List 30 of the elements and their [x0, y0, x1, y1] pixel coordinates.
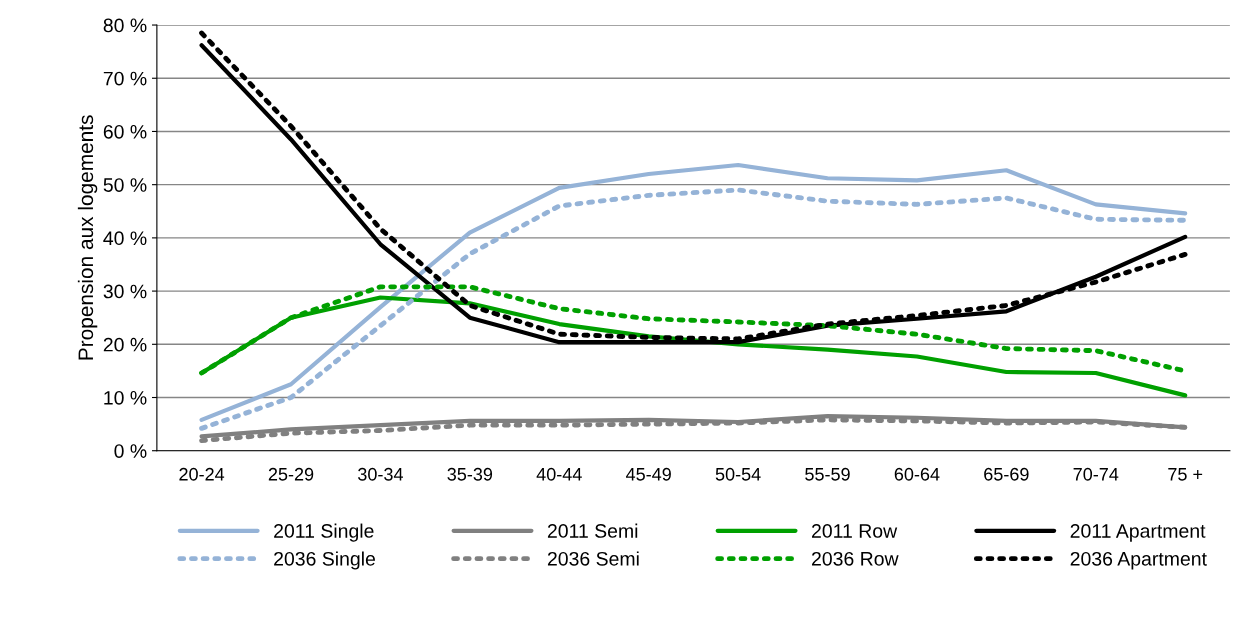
x-tick-label: 20-24	[179, 467, 225, 481]
x-tick-label: 55-59	[805, 467, 850, 481]
legend-label: 2036 Semi	[547, 551, 639, 566]
legend-label: 2036 Single	[274, 551, 375, 570]
y-tick-label: 80 %	[103, 18, 147, 33]
legend-label: 2011 Apartment	[1070, 524, 1206, 542]
y-tick-label: 70 %	[103, 71, 147, 86]
x-tick-label: 35-39	[447, 467, 493, 481]
x-tick-label: 60-64	[894, 467, 940, 481]
x-tick-label: 75 +	[1168, 468, 1203, 481]
x-tick-label: 40-44	[536, 467, 582, 481]
x-tick-label: 70-74	[1073, 467, 1119, 481]
x-tick-label: 65-69	[984, 467, 1029, 481]
y-tick-label: 0 %	[114, 444, 147, 458]
legend-label: 2011 Row	[812, 524, 898, 538]
legend-label: 2011 Single	[274, 523, 374, 542]
y-tick-label: 60 %	[103, 124, 147, 139]
y-tick-label: 30 %	[103, 284, 147, 299]
y-axis-title: Propension aux logements	[77, 115, 98, 360]
legend-label: 2036 Row	[812, 551, 899, 566]
y-tick-label: 10 %	[104, 390, 147, 405]
x-tick-label: 25-29	[268, 467, 314, 481]
y-tick-label: 40 %	[103, 231, 147, 246]
legend-label: 2036 Apartment	[1070, 551, 1207, 570]
x-tick-label: 50-54	[715, 467, 761, 481]
y-tick-label: 50 %	[103, 178, 147, 192]
x-tick-label: 30-34	[358, 467, 403, 481]
x-tick-label: 45-49	[626, 467, 671, 481]
legend-label: 2011 Semi	[547, 523, 638, 538]
y-tick-label: 20 %	[103, 337, 147, 352]
